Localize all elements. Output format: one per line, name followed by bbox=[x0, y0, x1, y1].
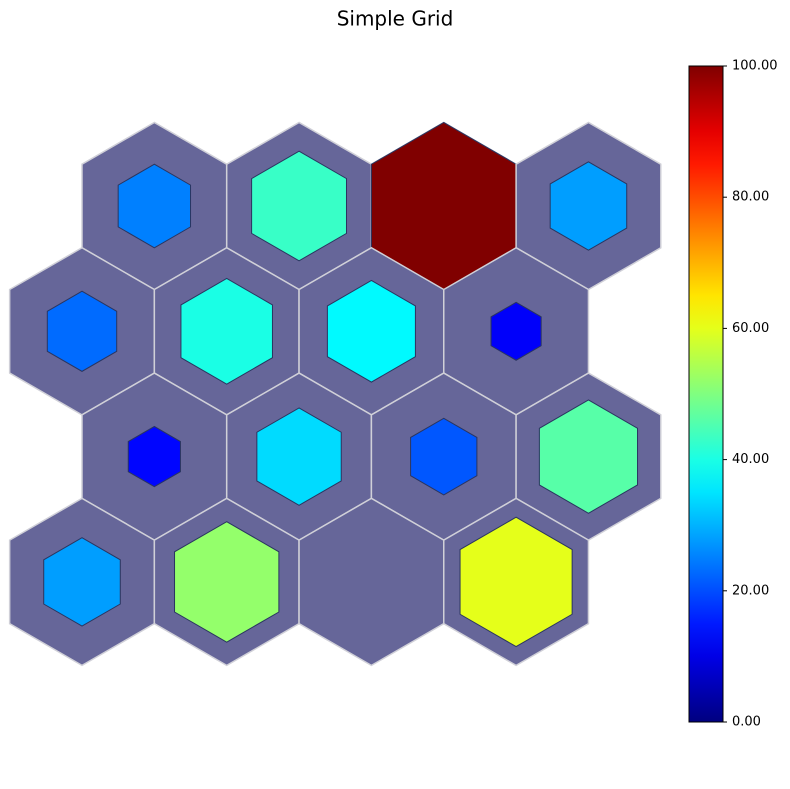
chart-title: Simple Grid bbox=[337, 7, 454, 31]
colorbar-tick-label: 60.00 bbox=[732, 321, 769, 336]
cell-hit bbox=[174, 521, 280, 643]
colorbar-tick-label: 20.00 bbox=[732, 583, 769, 598]
cell-hit bbox=[127, 425, 181, 488]
cell-hit bbox=[43, 537, 121, 627]
cell-hit bbox=[251, 150, 347, 262]
cell-hit bbox=[459, 516, 573, 648]
cell-hit bbox=[256, 407, 342, 506]
colorbar-tick-label: 0.00 bbox=[732, 715, 761, 730]
cell-hit bbox=[538, 399, 639, 514]
colorbar-tick-label: 100.00 bbox=[732, 59, 778, 74]
cell-hit bbox=[326, 279, 416, 383]
colorbar-tick-label: 80.00 bbox=[732, 190, 769, 205]
cell-hit bbox=[549, 161, 628, 251]
cell-hit bbox=[117, 163, 192, 249]
colorbar-tick-label: 40.00 bbox=[732, 452, 769, 467]
cell-hit bbox=[46, 290, 118, 372]
cell-hit bbox=[410, 417, 478, 496]
cell-hit bbox=[490, 301, 542, 361]
cell-hit bbox=[180, 277, 273, 385]
colorbar bbox=[688, 65, 724, 723]
